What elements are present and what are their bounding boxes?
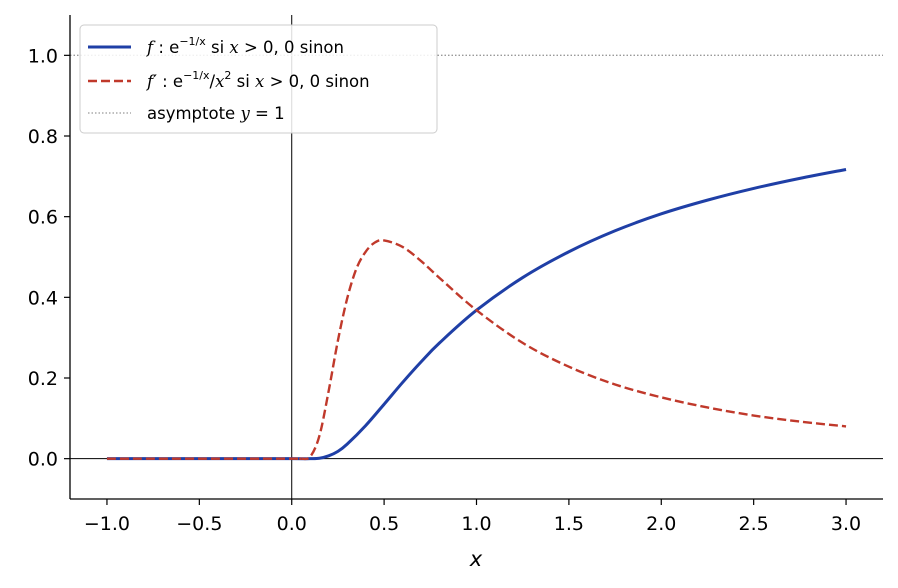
legend-fp-rest-1: si — [231, 72, 255, 91]
legend-label-asymptote: asymptote y = 1 — [147, 104, 285, 123]
legend-f-var: x — [229, 38, 239, 57]
legend-fp-div: / — [210, 72, 216, 91]
x-tick-label: 1.5 — [554, 513, 584, 535]
legend-asym-2: = 1 — [250, 104, 285, 123]
legend-label-f: f : e−1/x si x > 0, 0 sinon — [145, 35, 344, 57]
series-line-fprime — [106, 239, 847, 461]
legend-label-fprime: f′ : e−1/x/x2 si x > 0, 0 sinon — [145, 69, 370, 91]
legend: f : e−1/x si x > 0, 0 sinon f′ : e−1/x/x… — [79, 24, 438, 134]
y-tick-label: 1.0 — [28, 45, 58, 67]
legend-box — [79, 24, 438, 134]
legend-f-rest-2: > 0, 0 sinon — [239, 38, 344, 57]
legend-fp-rest-2: > 0, 0 sinon — [264, 72, 369, 91]
legend-fp-exp: −1/x — [183, 69, 210, 82]
x-tick-label: 0.5 — [369, 513, 399, 535]
y-tick-label: 0.6 — [28, 207, 58, 229]
y-tick-label: 0.8 — [28, 126, 58, 148]
y-tick-label: 0.4 — [28, 287, 58, 309]
legend-fp-name: f′ — [145, 72, 157, 91]
legend-fp-sep: : e — [157, 72, 183, 91]
legend-fp-var: x — [215, 72, 225, 91]
y-tick-label: 0.0 — [28, 449, 58, 471]
x-tick-label: 2.0 — [646, 513, 676, 535]
legend-f-rest-1: si — [206, 38, 230, 57]
x-tick-label: 0.0 — [277, 513, 307, 535]
legend-f-sep: : e — [153, 38, 179, 57]
x-tick-label: 3.0 — [831, 513, 861, 535]
legend-fp-rest-var: x — [255, 72, 265, 91]
x-axis-title: x — [469, 547, 483, 571]
series-line-f — [106, 168, 847, 461]
legend-f-exp: −1/x — [179, 35, 206, 48]
x-tick-label: −1.0 — [84, 513, 130, 535]
legend-asym-1: asymptote — [147, 104, 240, 123]
legend-fp-pow: 2 — [224, 69, 231, 82]
y-ticks: 0.0 0.2 0.4 0.6 0.8 1.0 — [28, 45, 70, 471]
legend-asym-var: y — [239, 104, 250, 123]
x-ticks: −1.0 −0.5 0.0 0.5 1.0 1.5 2.0 2.5 3.0 — [84, 499, 861, 535]
y-tick-label: 0.2 — [28, 368, 58, 390]
legend-f-name: f — [145, 38, 156, 57]
x-tick-label: 2.5 — [739, 513, 769, 535]
x-tick-label: 1.0 — [461, 513, 491, 535]
x-tick-label: −0.5 — [176, 513, 222, 535]
